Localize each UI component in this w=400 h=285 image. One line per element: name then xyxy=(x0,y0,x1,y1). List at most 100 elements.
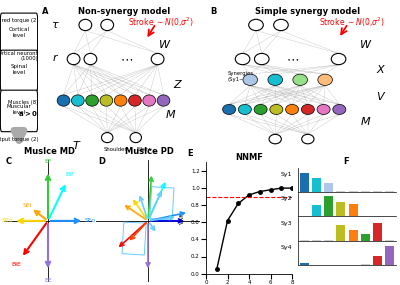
Text: C: C xyxy=(6,157,12,166)
Text: Cortical
level: Cortical level xyxy=(8,27,30,38)
Text: Sy4: Sy4 xyxy=(280,245,292,250)
Circle shape xyxy=(222,104,236,115)
Text: Shoulder: Shoulder xyxy=(104,147,128,152)
Circle shape xyxy=(157,95,170,106)
Text: $M$: $M$ xyxy=(360,115,371,127)
Text: Synergies
(Sy1~4): Synergies (Sy1~4) xyxy=(227,72,253,82)
Text: Output torque (2): Output torque (2) xyxy=(0,137,38,142)
Bar xyxy=(373,215,382,216)
Circle shape xyxy=(317,104,330,115)
Circle shape xyxy=(86,95,98,106)
Text: Simple synergy model: Simple synergy model xyxy=(255,7,360,16)
Text: Non-synergy model: Non-synergy model xyxy=(78,7,170,16)
Text: Muslce PD: Muslce PD xyxy=(126,147,174,156)
Bar xyxy=(385,191,394,192)
Bar xyxy=(373,223,382,241)
Bar xyxy=(348,191,358,192)
Bar xyxy=(361,234,370,241)
Text: $W$: $W$ xyxy=(359,38,372,50)
Bar xyxy=(312,178,321,192)
Bar xyxy=(300,215,309,216)
Text: $M$: $M$ xyxy=(165,108,177,120)
Bar xyxy=(312,205,321,216)
Bar xyxy=(336,201,346,216)
Circle shape xyxy=(301,104,314,115)
Text: EE: EE xyxy=(44,278,52,283)
Text: $\tau$: $\tau$ xyxy=(51,20,60,30)
Bar xyxy=(324,264,333,265)
Text: Muscular
level: Muscular level xyxy=(7,104,31,115)
Bar xyxy=(385,240,394,241)
Text: Cortical neurons
(1000): Cortical neurons (1000) xyxy=(0,51,38,62)
Circle shape xyxy=(268,74,282,86)
Bar xyxy=(324,183,333,192)
Text: Stroke $\sim$$\it{N}$(0,$\sigma$$^2$): Stroke $\sim$$\it{N}$(0,$\sigma$$^2$) xyxy=(128,16,194,29)
Bar xyxy=(312,264,321,265)
Text: E: E xyxy=(187,148,193,158)
FancyBboxPatch shape xyxy=(0,90,38,132)
Bar xyxy=(336,264,346,265)
Text: $\mathbf{a}$$\mathbf{>}$$\mathbf{0}$: $\mathbf{a}$$\mathbf{>}$$\mathbf{0}$ xyxy=(18,109,38,118)
Text: Desired torque (2): Desired torque (2) xyxy=(0,18,38,23)
Bar xyxy=(336,191,346,192)
Circle shape xyxy=(270,104,283,115)
FancyBboxPatch shape xyxy=(0,50,38,92)
Text: SFo: SFo xyxy=(85,218,96,223)
Bar xyxy=(361,191,370,192)
Text: Muscles (8): Muscles (8) xyxy=(8,99,38,105)
Bar xyxy=(348,264,358,265)
Text: $V$: $V$ xyxy=(376,90,386,102)
Text: Sy2: Sy2 xyxy=(280,196,292,201)
Text: $W$: $W$ xyxy=(158,38,171,50)
Text: $X$: $X$ xyxy=(376,64,386,76)
Bar xyxy=(300,263,309,265)
Text: Stroke $\sim$$\it{N}$(0,$\sigma$$^2$): Stroke $\sim$$\it{N}$(0,$\sigma$$^2$) xyxy=(319,16,385,29)
Text: B: B xyxy=(210,7,216,16)
Text: SEo: SEo xyxy=(1,218,13,223)
Bar xyxy=(348,230,358,241)
Text: $\cdots$: $\cdots$ xyxy=(286,53,299,66)
Circle shape xyxy=(143,95,156,106)
Circle shape xyxy=(238,104,251,115)
Circle shape xyxy=(318,74,332,86)
Y-axis label: VAF: VAF xyxy=(180,212,186,224)
Bar xyxy=(385,215,394,216)
Bar xyxy=(348,204,358,216)
Text: $r$: $r$ xyxy=(52,52,59,63)
FancyBboxPatch shape xyxy=(0,13,38,55)
Circle shape xyxy=(286,104,299,115)
Text: SEi: SEi xyxy=(23,203,32,208)
Text: A: A xyxy=(42,7,48,16)
Bar xyxy=(324,240,333,241)
Bar xyxy=(300,173,309,192)
Circle shape xyxy=(72,95,84,106)
Text: D: D xyxy=(98,157,105,166)
Bar xyxy=(361,215,370,216)
Circle shape xyxy=(128,95,141,106)
Text: Sy3: Sy3 xyxy=(280,221,292,226)
Text: BiF: BiF xyxy=(66,172,75,177)
Bar xyxy=(312,240,321,241)
Text: BiE: BiE xyxy=(12,262,22,267)
Circle shape xyxy=(243,74,258,86)
Text: $Z$: $Z$ xyxy=(173,78,183,90)
Text: Sy1: Sy1 xyxy=(281,172,292,177)
Text: Spinal
level: Spinal level xyxy=(10,64,28,75)
Circle shape xyxy=(254,104,267,115)
Text: EF: EF xyxy=(44,159,52,164)
Bar xyxy=(385,246,394,265)
Bar xyxy=(300,240,309,241)
Text: $\cdots$: $\cdots$ xyxy=(120,53,133,66)
Bar xyxy=(373,256,382,265)
Bar xyxy=(336,225,346,241)
Bar xyxy=(361,264,370,265)
Text: F: F xyxy=(343,156,349,166)
Circle shape xyxy=(100,95,113,106)
Circle shape xyxy=(57,95,70,106)
Text: Muslce MD: Muslce MD xyxy=(24,147,75,156)
Circle shape xyxy=(293,74,308,86)
Circle shape xyxy=(333,104,346,115)
Title: NNMF: NNMF xyxy=(235,153,263,162)
Text: Elbow: Elbow xyxy=(136,147,152,152)
Circle shape xyxy=(114,95,127,106)
